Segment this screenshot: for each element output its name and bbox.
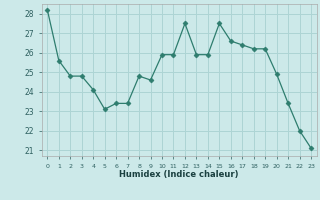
X-axis label: Humidex (Indice chaleur): Humidex (Indice chaleur): [119, 170, 239, 179]
